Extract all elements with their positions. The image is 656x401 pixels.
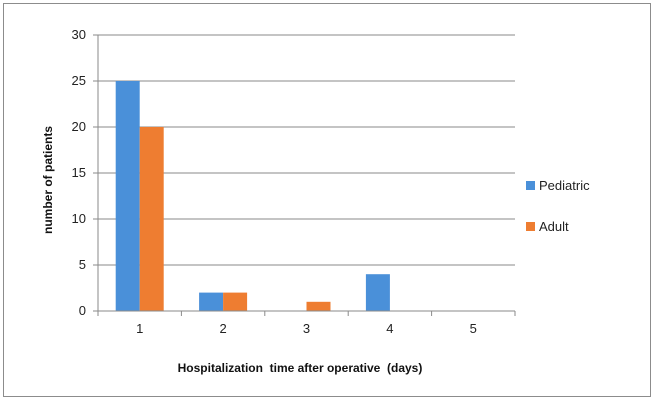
legend-label-adult: Adult — [539, 219, 569, 234]
y-tick-label: 25 — [72, 73, 86, 88]
legend-swatch-adult — [526, 222, 535, 231]
y-tick-label: 5 — [79, 257, 86, 272]
bar-pediatric — [199, 292, 224, 311]
legend-label-pediatric: Pediatric — [539, 178, 590, 193]
x-tick-label: 5 — [470, 321, 477, 336]
bar-pediatric — [365, 274, 390, 311]
bars — [115, 81, 390, 311]
y-tick-label: 30 — [72, 27, 86, 42]
chart-frame — [3, 3, 651, 397]
x-tick-label: 1 — [136, 321, 143, 336]
x-axis-title: Hospitalization time after operative (da… — [178, 361, 423, 375]
bar-adult — [223, 292, 248, 311]
grid-lines — [98, 34, 515, 266]
x-tick-label: 2 — [219, 321, 226, 336]
bar-pediatric — [115, 81, 140, 311]
legend: Pediatric Adult — [526, 178, 590, 234]
legend-swatch-pediatric — [526, 181, 535, 190]
x-tick-label: 3 — [303, 321, 310, 336]
y-axis-title: number of patients — [41, 126, 55, 234]
y-tick-label: 20 — [72, 119, 86, 134]
x-tick-label: 4 — [386, 321, 393, 336]
x-tick-labels: 1 2 3 4 5 — [136, 321, 477, 336]
y-tick-label: 0 — [79, 303, 86, 318]
bar-adult — [306, 301, 331, 311]
bar-adult — [139, 127, 164, 311]
axes — [93, 34, 516, 316]
y-tick-label: 15 — [72, 165, 86, 180]
y-tick-labels: 0 5 10 15 20 25 30 — [72, 27, 86, 318]
y-tick-label: 10 — [72, 211, 86, 226]
